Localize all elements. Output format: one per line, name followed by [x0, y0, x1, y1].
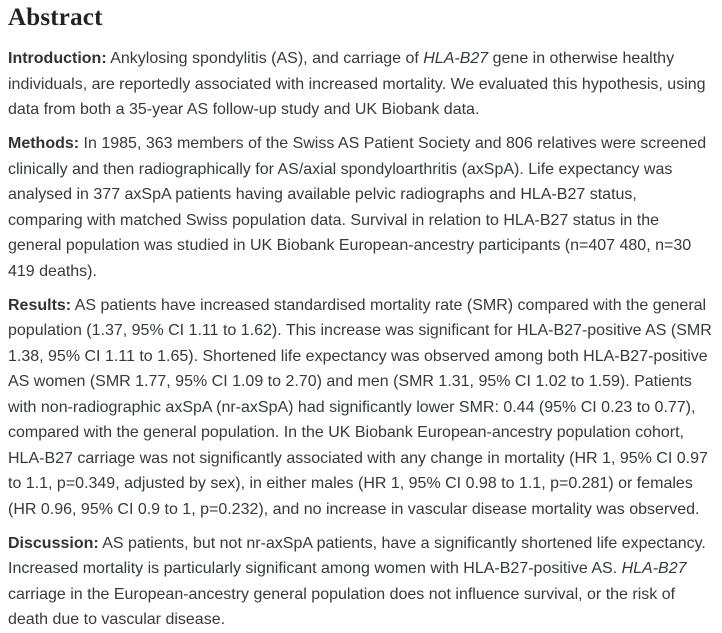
paragraph-label-introduction: Introduction:	[8, 50, 107, 67]
gene-name-italic: HLA-B27	[423, 50, 489, 67]
paragraph-text: AS patients, but not nr-axSpA patients, …	[8, 534, 706, 578]
gene-name-italic: HLA-B27	[621, 560, 687, 577]
paragraph-label-methods: Methods:	[8, 135, 80, 152]
paragraph-text: carriage in the European-ancestry genera…	[8, 585, 676, 629]
paragraph-label-discussion: Discussion:	[8, 534, 99, 552]
paragraph-text: gene in otherwise healthy individuals, a…	[8, 50, 706, 118]
abstract-paragraph-introduction: Introduction: Ankylosing spondylitis (AS…	[8, 46, 714, 123]
abstract-paragraph-results: Results: AS patients have increased stan…	[8, 293, 714, 523]
paragraph-text: Ankylosing spondylitis (AS), and carriag…	[106, 50, 424, 67]
paragraph-text: AS patients have increased standardised …	[8, 296, 712, 518]
paragraph-text: In 1985, 363 members of the Swiss AS Pat…	[8, 135, 707, 280]
abstract-paragraph-discussion: Discussion: AS patients, but not nr-axSp…	[8, 531, 714, 633]
paragraph-label-results: Results:	[8, 296, 72, 314]
abstract-paragraph-methods: Methods: In 1985, 363 members of the Swi…	[8, 131, 714, 284]
abstract-heading: Abstract	[8, 4, 103, 31]
